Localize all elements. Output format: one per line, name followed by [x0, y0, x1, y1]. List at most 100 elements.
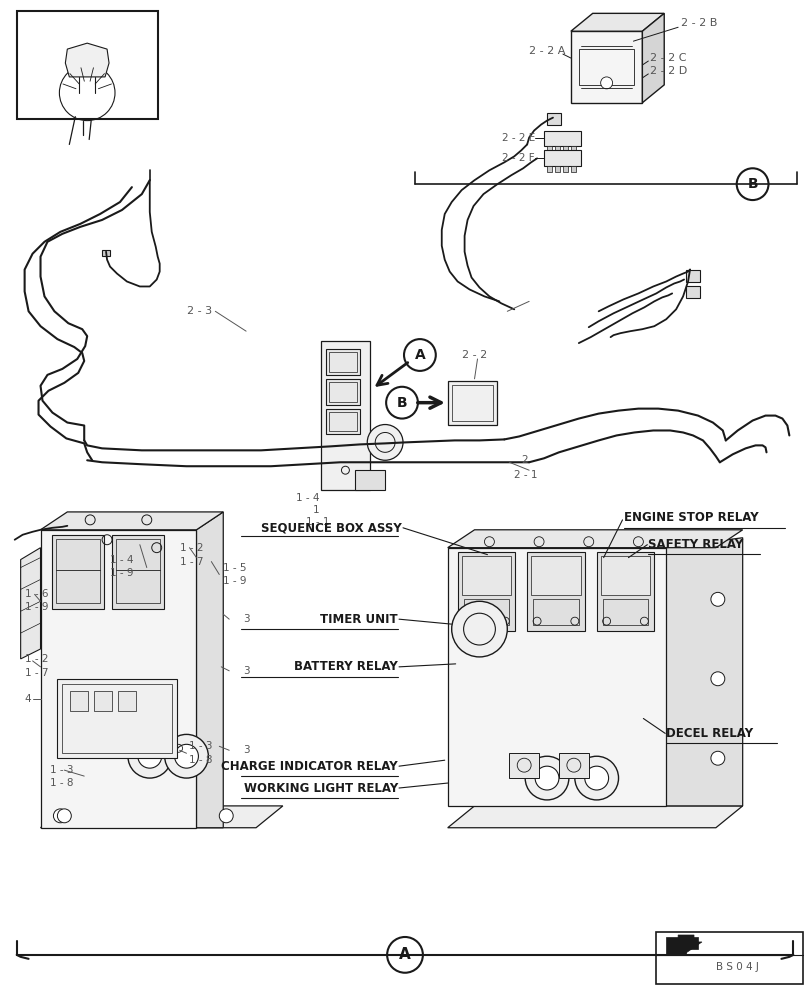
Bar — [655, 932, 802, 984]
Polygon shape — [447, 381, 497, 425]
Polygon shape — [543, 150, 580, 166]
Text: B: B — [397, 396, 407, 410]
Polygon shape — [596, 552, 654, 631]
Text: 2 - 2 B: 2 - 2 B — [680, 18, 717, 28]
Text: CHARGE INDICATOR RELAY: CHARGE INDICATOR RELAY — [221, 760, 397, 773]
Circle shape — [387, 937, 423, 973]
Polygon shape — [447, 806, 742, 828]
Polygon shape — [457, 552, 515, 631]
Text: 3: 3 — [242, 666, 250, 676]
Text: 2 - 2: 2 - 2 — [461, 350, 487, 360]
Text: 1 - 8: 1 - 8 — [189, 755, 212, 765]
Bar — [118, 691, 135, 711]
Text: A: A — [414, 348, 425, 362]
Circle shape — [138, 744, 161, 768]
Circle shape — [584, 766, 608, 790]
Text: A: A — [399, 947, 410, 962]
Bar — [463, 599, 508, 625]
Circle shape — [165, 734, 208, 778]
Polygon shape — [20, 548, 41, 659]
Text: 2 - 3: 2 - 3 — [187, 306, 212, 316]
Text: 2 - 2 E: 2 - 2 E — [501, 133, 534, 143]
Bar — [328, 412, 357, 431]
Polygon shape — [570, 13, 663, 31]
Polygon shape — [547, 113, 560, 125]
Text: BATTERY RELAY: BATTERY RELAY — [294, 660, 397, 673]
Polygon shape — [665, 538, 742, 806]
Text: WORKING LIGHT RELAY: WORKING LIGHT RELAY — [243, 782, 397, 795]
Text: 1 - 5: 1 - 5 — [223, 563, 247, 573]
Text: 3: 3 — [242, 745, 250, 755]
Bar — [116, 539, 160, 603]
Circle shape — [736, 168, 767, 200]
Circle shape — [710, 672, 724, 686]
Polygon shape — [547, 146, 551, 152]
Polygon shape — [325, 409, 360, 434]
Circle shape — [525, 756, 569, 800]
Polygon shape — [669, 935, 701, 953]
Bar — [71, 691, 88, 711]
Circle shape — [174, 744, 198, 768]
Polygon shape — [562, 166, 567, 172]
Text: 1 - 9: 1 - 9 — [223, 576, 247, 586]
Polygon shape — [58, 679, 176, 758]
Polygon shape — [642, 13, 663, 103]
Circle shape — [367, 425, 402, 460]
Text: 1 - 2: 1 - 2 — [179, 543, 203, 553]
Bar — [600, 556, 650, 595]
Text: 1 - 3: 1 - 3 — [189, 741, 212, 751]
Polygon shape — [665, 937, 697, 955]
Bar — [602, 599, 647, 625]
Circle shape — [574, 756, 618, 800]
Circle shape — [451, 601, 507, 657]
Text: B S 0 4 J: B S 0 4 J — [715, 962, 758, 972]
Text: SAFETY RELAY: SAFETY RELAY — [647, 538, 743, 551]
Circle shape — [386, 387, 418, 419]
Text: 2: 2 — [521, 455, 527, 465]
Text: TIMER UNIT: TIMER UNIT — [320, 613, 397, 626]
Bar — [451, 385, 493, 421]
Polygon shape — [685, 270, 699, 282]
Bar — [530, 556, 580, 595]
Polygon shape — [447, 530, 742, 548]
Text: 1 - 8: 1 - 8 — [50, 778, 74, 788]
Bar — [94, 691, 112, 711]
Text: 2 - 2 D: 2 - 2 D — [650, 66, 687, 76]
Text: 1 - 7: 1 - 7 — [24, 668, 48, 678]
Text: 1: 1 — [312, 505, 319, 515]
Circle shape — [710, 751, 724, 765]
Circle shape — [58, 809, 71, 823]
Text: 1 - 3: 1 - 3 — [50, 765, 74, 775]
Bar — [533, 599, 578, 625]
Bar — [508, 753, 539, 778]
Polygon shape — [320, 341, 370, 490]
Polygon shape — [570, 146, 575, 152]
Polygon shape — [355, 470, 384, 490]
Circle shape — [710, 592, 724, 606]
Text: 1 - 4: 1 - 4 — [295, 493, 319, 503]
Text: 4: 4 — [24, 694, 31, 704]
Text: 2 - 2 C: 2 - 2 C — [650, 53, 686, 63]
Text: 1 - 7: 1 - 7 — [179, 557, 203, 567]
Polygon shape — [102, 250, 110, 256]
Polygon shape — [325, 379, 360, 405]
Circle shape — [219, 809, 233, 823]
Text: 1 - 1: 1 - 1 — [305, 517, 328, 527]
Bar — [570, 31, 642, 103]
Circle shape — [128, 734, 171, 778]
Polygon shape — [447, 548, 665, 806]
Polygon shape — [65, 43, 109, 77]
Text: DECEL RELAY: DECEL RELAY — [665, 727, 753, 740]
Text: 2 - 1: 2 - 1 — [513, 470, 537, 480]
Polygon shape — [41, 530, 196, 828]
Bar — [328, 382, 357, 402]
Text: B: B — [746, 177, 757, 191]
Bar — [461, 556, 511, 595]
Polygon shape — [41, 512, 223, 530]
Text: ENGINE STOP RELAY: ENGINE STOP RELAY — [623, 511, 757, 524]
Bar — [17, 11, 157, 119]
Circle shape — [600, 77, 611, 89]
Polygon shape — [554, 166, 560, 172]
Text: 1 - 6: 1 - 6 — [24, 589, 48, 599]
Text: 2 - 2 A: 2 - 2 A — [529, 46, 564, 56]
